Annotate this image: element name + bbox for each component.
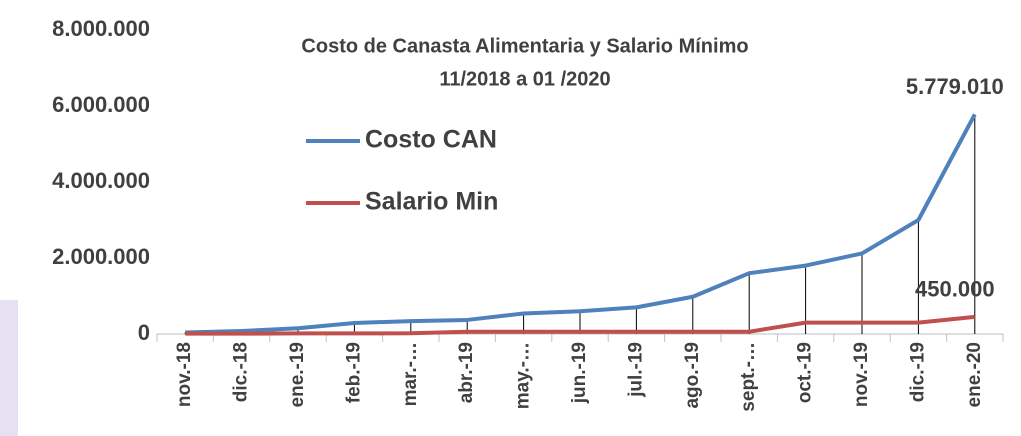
data-label: 5.779.010 — [906, 74, 1004, 99]
x-tick-label: nov.-19 — [851, 342, 872, 407]
legend-label: Costo CAN — [365, 126, 497, 154]
x-tick-label: jul.-19 — [625, 342, 646, 398]
y-tick-label: 4.000.000 — [52, 168, 150, 193]
x-tick-label: mar.-… — [400, 342, 421, 406]
y-tick-label: 0 — [138, 320, 150, 345]
x-tick-label: ene.-19 — [287, 342, 308, 407]
x-tick-label: sept.-… — [738, 342, 759, 412]
data-label: 450.000 — [915, 277, 995, 302]
x-tick-label: abr.-19 — [456, 342, 477, 403]
y-tick-label: 6.000.000 — [52, 92, 150, 117]
x-tick-label: dic.-18 — [231, 342, 252, 402]
x-tick-label: ago.-19 — [682, 342, 703, 409]
chart-subtitle: 11/2018 a 01 /2020 — [439, 68, 610, 90]
y-tick-label: 8.000.000 — [52, 16, 150, 41]
x-tick-label: nov.-18 — [174, 342, 195, 407]
x-tick-label: oct.-19 — [795, 342, 816, 403]
series-line — [185, 113, 977, 335]
x-tick-label: ene.-20 — [964, 342, 985, 407]
decoration — [0, 300, 18, 436]
chart-title: Costo de Canasta Alimentaria y Salario M… — [301, 35, 748, 57]
x-tick-label: feb.-19 — [343, 342, 364, 403]
series-line — [185, 314, 976, 336]
legend-label: Salario Min — [365, 188, 498, 216]
x-tick-label: jun.-19 — [569, 342, 590, 404]
x-tick-label: may.-… — [513, 342, 534, 409]
x-tick-label: dic.-19 — [907, 342, 928, 402]
y-tick-label: 2.000.000 — [52, 244, 150, 269]
